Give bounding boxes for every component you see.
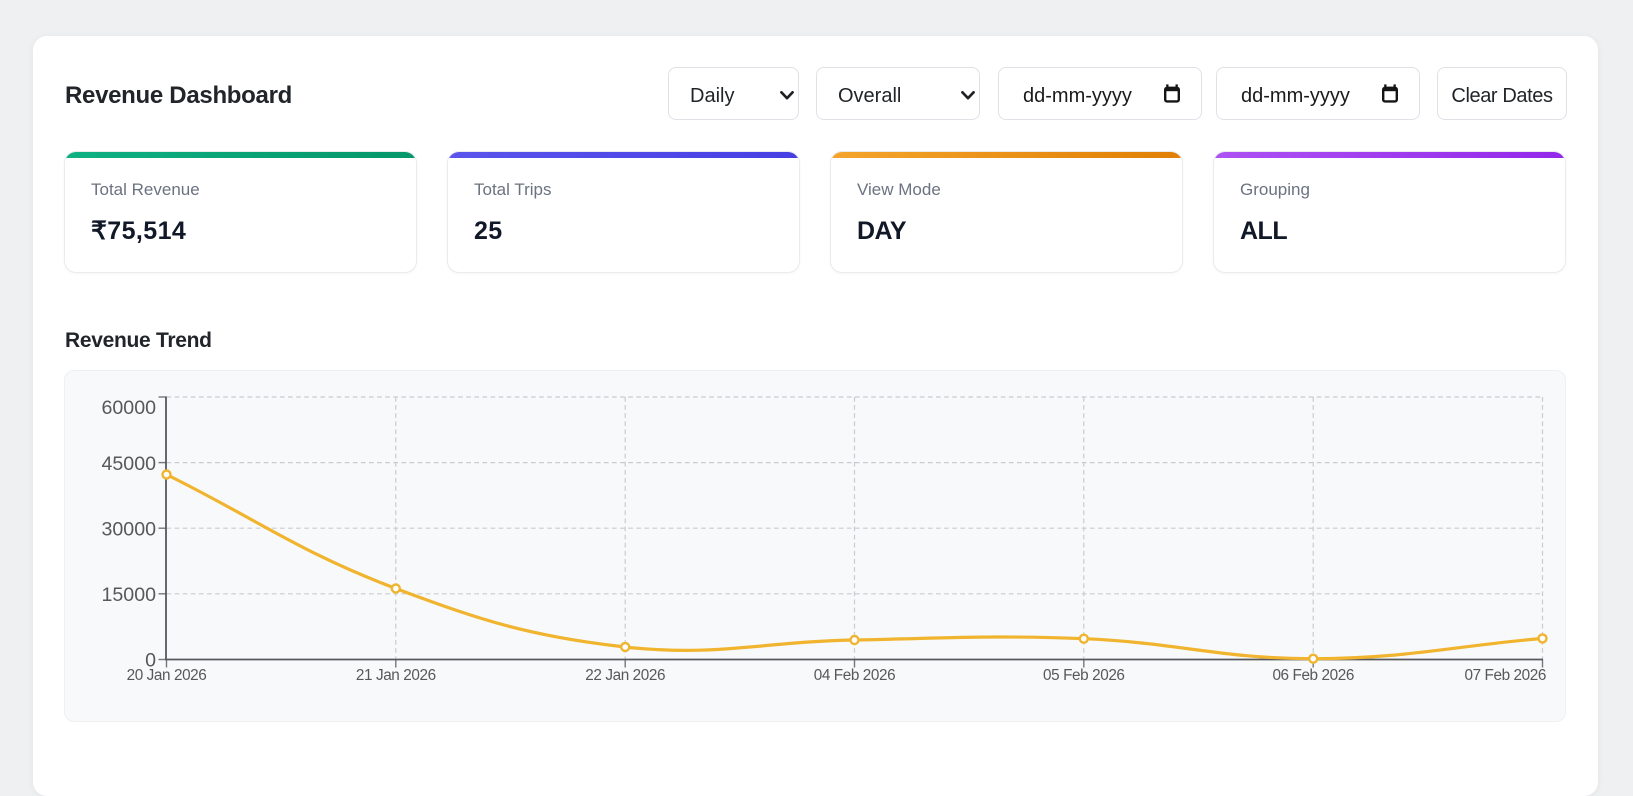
svg-text:04 Feb 2026: 04 Feb 2026: [814, 667, 896, 684]
svg-text:0: 0: [145, 650, 156, 672]
svg-text:60000: 60000: [102, 397, 157, 419]
svg-text:45000: 45000: [102, 453, 157, 475]
svg-text:30000: 30000: [102, 518, 157, 540]
svg-text:06 Feb 2026: 06 Feb 2026: [1272, 667, 1354, 684]
svg-text:20 Jan 2026: 20 Jan 2026: [127, 667, 207, 684]
svg-text:07 Feb 2026: 07 Feb 2026: [1464, 667, 1546, 684]
svg-text:21 Jan 2026: 21 Jan 2026: [356, 667, 436, 684]
svg-text:15000: 15000: [102, 584, 157, 606]
svg-text:22 Jan 2026: 22 Jan 2026: [585, 667, 665, 684]
svg-text:05 Feb 2026: 05 Feb 2026: [1043, 667, 1125, 684]
